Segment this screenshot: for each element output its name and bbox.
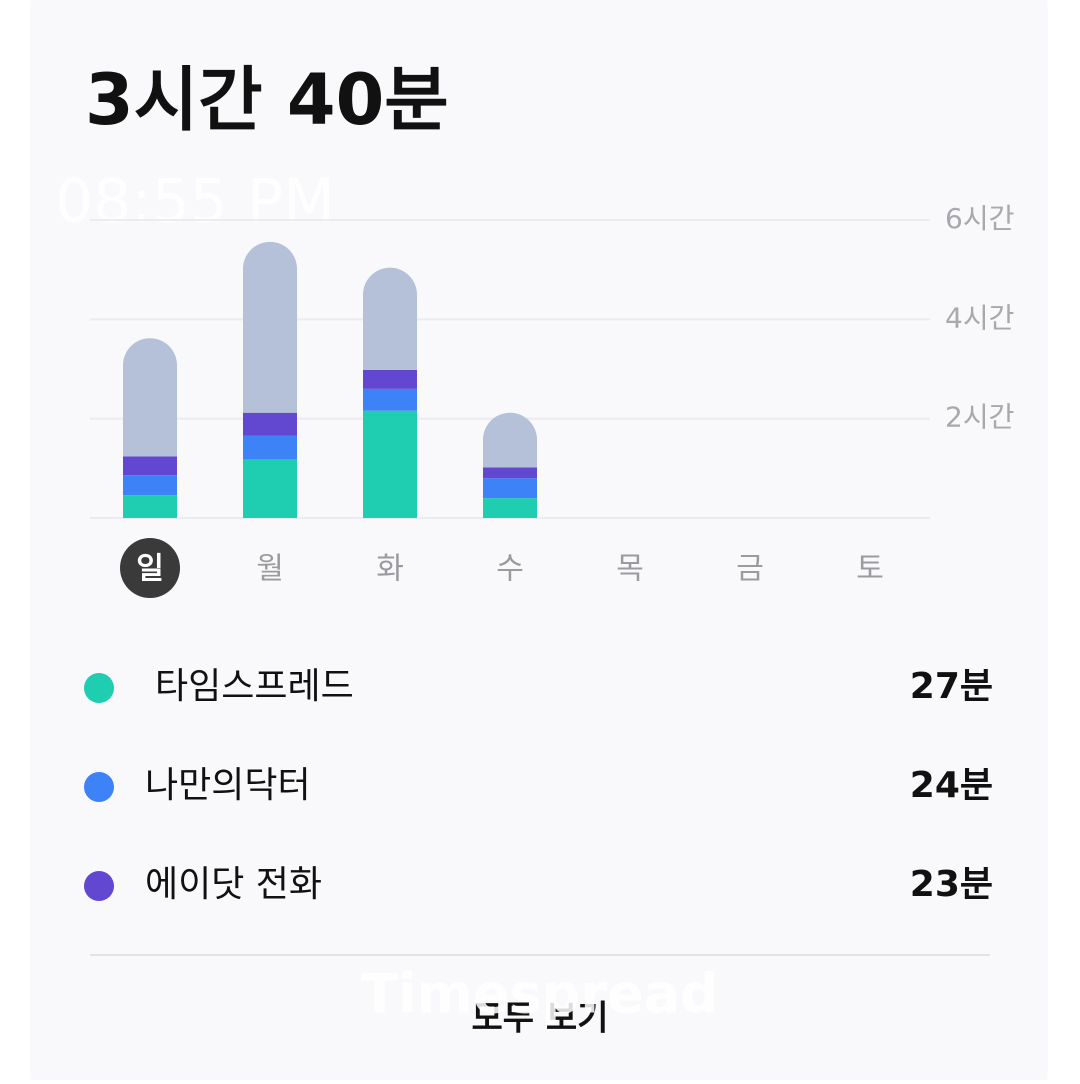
legend-dot [84,871,114,901]
bar-segment [483,478,537,499]
bar-segment [483,467,537,479]
x-tick-label: 금 [736,552,764,587]
legend-name: 에이닷 전화 [145,864,322,905]
bar-segment [243,241,297,413]
bar-segment [483,498,537,518]
overlay-time: 08:55 PM [55,167,335,237]
bar-segment [363,369,417,389]
legend-dot [84,772,114,802]
bar-segment [123,495,177,518]
selected-day [120,538,180,598]
x-tick-label: 수 [496,552,524,587]
bar-segment [243,412,297,436]
y-tick-label: 2시간 [945,401,1014,434]
x-tick-label: 일 [136,552,164,587]
bar-segment [363,388,417,411]
x-tick-label: 목 [616,552,644,587]
bar-segment [363,410,417,518]
legend-dot [84,673,114,703]
bar-segment [123,456,177,476]
bar-segment [243,435,297,460]
bar-segment [243,459,297,518]
legend-total: 27분 [910,666,993,707]
view-all-button[interactable]: 모두 보기 [472,999,609,1039]
bar-segment [363,267,417,370]
bar-segment [483,412,537,468]
legend-total: 24분 [910,765,993,806]
total-time: 3시간 40분 [85,59,449,141]
legend-name: 타임스프레드 [155,666,354,707]
legend-total: 23분 [910,864,993,905]
watermark: Timespread [361,963,718,1026]
x-tick-label: 화 [376,552,404,587]
card [30,0,1048,1084]
bar-segment [123,338,177,457]
legend-name: 나만의닥터 [145,765,311,806]
y-tick-label: 4시간 [945,301,1014,334]
x-tick-label: 월 [256,552,284,587]
bar-segment [123,475,177,496]
x-tick-label: 토 [856,552,884,587]
y-tick-label: 6시간 [945,202,1014,235]
